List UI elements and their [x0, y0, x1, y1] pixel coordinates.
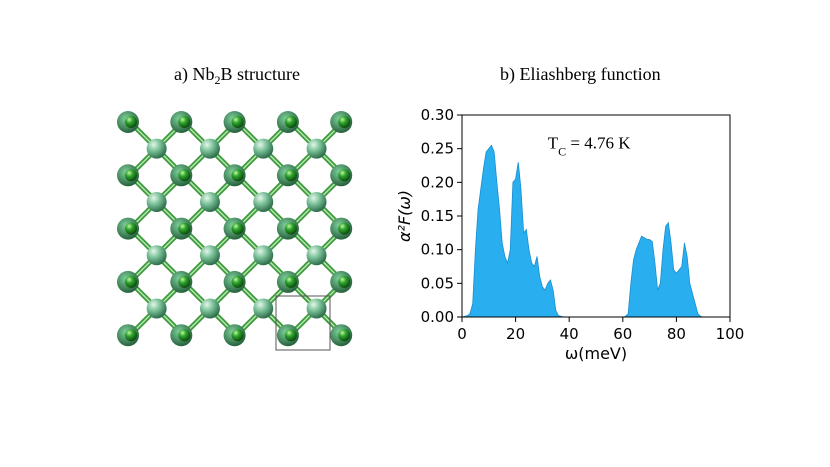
- x-tick-label: 60: [613, 325, 632, 343]
- nb-atom: [306, 298, 327, 319]
- y-tick-label: 0.00: [421, 308, 454, 326]
- eliashberg-area-0: [461, 144, 730, 318]
- b-atom: [125, 275, 137, 288]
- y-tick-label: 0.20: [421, 173, 454, 191]
- b-atom: [338, 222, 351, 235]
- nb-atom: [146, 245, 167, 266]
- nb-atom: [306, 245, 327, 266]
- x-tick-label: 100: [716, 325, 745, 343]
- x-tick-label: 20: [506, 325, 525, 343]
- nb-atom: [253, 245, 274, 266]
- b-atom: [125, 222, 137, 235]
- b-atom: [338, 169, 351, 182]
- b-atom: [284, 275, 297, 288]
- nb-atom: [306, 138, 327, 159]
- b-atom: [178, 329, 191, 342]
- y-tick-label: 0.10: [421, 241, 454, 259]
- y-tick-label: 0.05: [421, 274, 454, 292]
- nb-atom: [146, 298, 167, 319]
- nb-atom: [253, 298, 274, 319]
- b-atom: [231, 329, 244, 342]
- b-atom: [178, 169, 191, 182]
- b-atom: [284, 169, 297, 182]
- y-tick-label: 0.15: [421, 207, 454, 225]
- b-atom: [284, 329, 297, 342]
- tc-annotation: TC = 4.76 K: [548, 134, 631, 159]
- b-atom: [125, 116, 137, 128]
- y-tick-label: 0.30: [421, 106, 454, 124]
- crystal-structure-image: [117, 111, 353, 351]
- b-atom: [178, 116, 191, 128]
- y-axis-label: α²F(ω): [395, 190, 414, 242]
- atom-lattice: [117, 111, 353, 347]
- panel-a-title: a) Nb2B structure: [174, 64, 300, 87]
- x-axis-label: ω(meV): [565, 344, 627, 363]
- x-tick-label: 40: [560, 325, 579, 343]
- b-atom: [231, 116, 244, 128]
- b-atom: [178, 275, 191, 288]
- b-atom: [338, 329, 351, 342]
- nb-atom: [253, 191, 274, 212]
- b-atom: [231, 222, 244, 235]
- b-atom: [231, 169, 244, 182]
- b-atom: [338, 116, 351, 128]
- nb-atom: [199, 245, 220, 266]
- b-atom: [284, 116, 297, 128]
- y-tick-label: 0.25: [421, 140, 454, 158]
- b-atom: [338, 275, 351, 288]
- nb-atom: [146, 191, 167, 212]
- eliashberg-chart: 0 20 40 60 80 100 0.00 0.05 0.10 0.15 0.20 0.25 0.30…: [395, 106, 745, 363]
- nb-atom: [199, 138, 220, 159]
- nb-atom: [146, 138, 167, 159]
- nb-atom: [199, 191, 220, 212]
- unit-cell-box: [275, 295, 331, 351]
- nb-atom: [199, 298, 220, 319]
- panel-b-title: b) Eliashberg function: [500, 64, 661, 84]
- nb-atom: [253, 138, 274, 159]
- x-tick-label: 0: [457, 325, 467, 343]
- b-atom: [231, 275, 244, 288]
- b-atom: [125, 329, 137, 342]
- x-tick-label: 80: [667, 325, 686, 343]
- b-atom: [125, 169, 137, 182]
- nb-atom: [306, 191, 327, 212]
- b-atom: [178, 222, 191, 235]
- b-atom: [284, 222, 297, 235]
